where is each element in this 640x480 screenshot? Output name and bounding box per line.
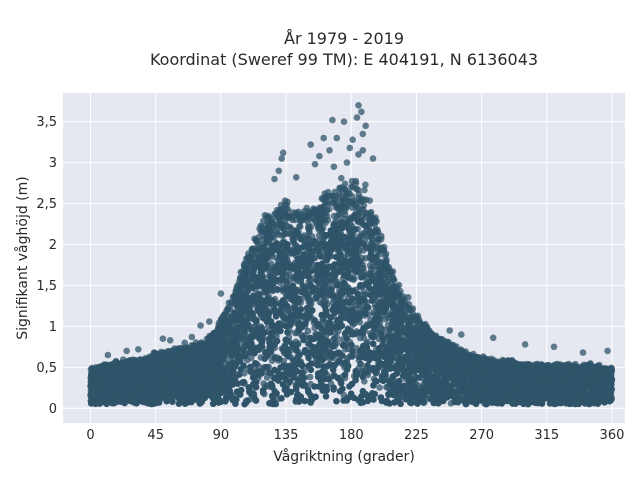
data-point bbox=[252, 236, 260, 244]
data-point bbox=[382, 258, 390, 266]
data-point bbox=[407, 306, 415, 314]
data-point bbox=[376, 246, 384, 253]
data-point bbox=[318, 204, 325, 211]
data-point bbox=[279, 286, 287, 294]
data-point bbox=[338, 174, 345, 182]
data-point bbox=[345, 215, 353, 223]
data-point bbox=[281, 227, 288, 234]
data-point bbox=[194, 342, 201, 349]
data-point bbox=[306, 373, 314, 381]
data-point bbox=[281, 201, 289, 209]
data-point bbox=[256, 225, 263, 232]
data-point bbox=[234, 287, 242, 294]
data-point bbox=[352, 209, 360, 216]
data-point bbox=[330, 212, 338, 220]
data-point bbox=[435, 335, 443, 343]
data-point bbox=[504, 357, 512, 364]
data-point bbox=[248, 245, 256, 253]
data-point bbox=[264, 214, 272, 221]
data-point bbox=[534, 360, 541, 368]
data-point bbox=[279, 221, 286, 229]
data-point bbox=[357, 197, 364, 205]
data-point bbox=[366, 262, 374, 269]
data-point bbox=[316, 236, 324, 244]
data-point bbox=[305, 225, 313, 232]
data-point bbox=[304, 208, 312, 215]
data-point bbox=[414, 319, 422, 327]
data-point bbox=[361, 186, 368, 194]
data-point bbox=[331, 200, 338, 207]
data-point bbox=[377, 323, 384, 331]
data-point bbox=[341, 180, 349, 188]
data-point bbox=[355, 190, 363, 198]
data-point bbox=[369, 269, 377, 277]
data-point bbox=[528, 362, 536, 369]
data-point bbox=[313, 211, 321, 218]
data-point bbox=[315, 226, 323, 234]
data-point bbox=[608, 365, 615, 373]
data-point bbox=[165, 347, 172, 355]
data-point bbox=[336, 184, 343, 192]
data-point bbox=[296, 223, 304, 230]
data-point bbox=[269, 223, 276, 230]
data-point bbox=[280, 209, 288, 216]
data-point bbox=[382, 250, 390, 258]
data-point bbox=[147, 355, 154, 363]
data-point bbox=[260, 217, 267, 225]
data-point bbox=[264, 224, 271, 232]
data-point bbox=[242, 265, 249, 273]
data-point bbox=[389, 282, 397, 290]
data-point bbox=[331, 330, 339, 337]
data-point bbox=[223, 312, 230, 319]
data-point bbox=[384, 266, 391, 274]
data-point bbox=[232, 296, 239, 304]
scatter-points bbox=[87, 102, 616, 408]
data-point bbox=[331, 335, 338, 343]
data-point bbox=[349, 193, 356, 200]
chart-title-block: År 1979 - 2019 Koordinat (Sweref 99 TM):… bbox=[0, 28, 640, 70]
data-point bbox=[389, 268, 397, 275]
data-point bbox=[487, 359, 495, 367]
data-point bbox=[339, 189, 347, 197]
data-point bbox=[241, 272, 248, 279]
data-point bbox=[325, 198, 332, 206]
data-point bbox=[348, 183, 355, 190]
data-point bbox=[366, 197, 374, 204]
data-point bbox=[452, 349, 459, 356]
data-point bbox=[376, 384, 383, 391]
data-point bbox=[362, 181, 369, 188]
chart-subtitle: Koordinat (Sweref 99 TM): E 404191, N 61… bbox=[149, 50, 539, 69]
data-point bbox=[568, 362, 576, 369]
data-point bbox=[248, 354, 255, 362]
data-point bbox=[370, 229, 377, 237]
data-point bbox=[362, 254, 369, 262]
data-point bbox=[304, 213, 311, 221]
data-point bbox=[244, 255, 251, 262]
chart-title: År 1979 - 2019 bbox=[284, 29, 404, 48]
